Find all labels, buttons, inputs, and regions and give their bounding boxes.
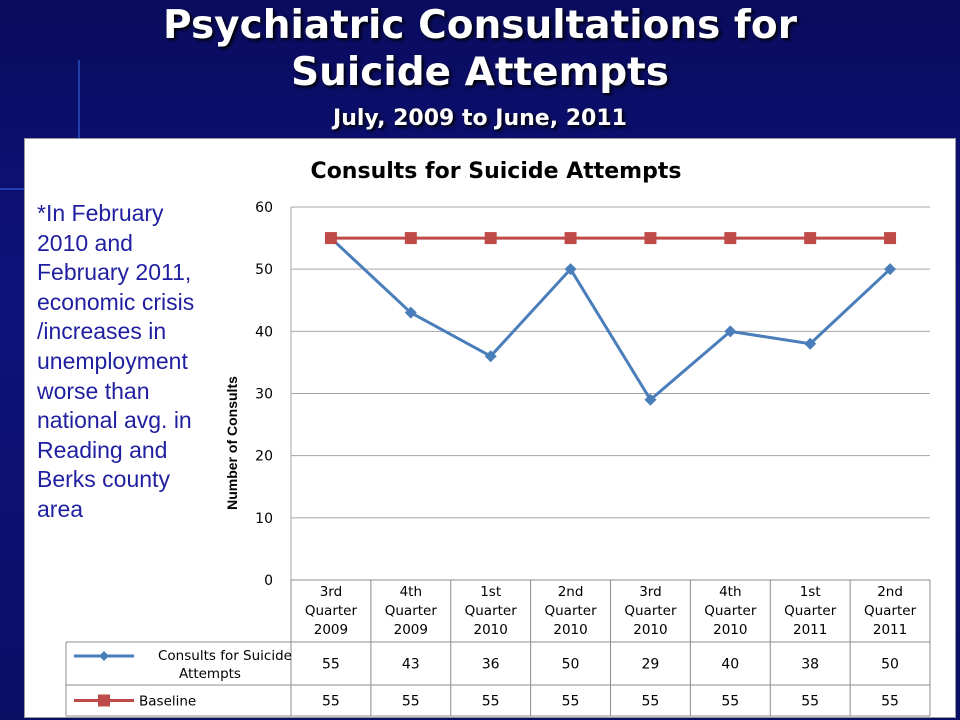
x-category-label: 3rd: [320, 584, 342, 600]
data-point-square: [324, 232, 337, 245]
grid-layer: 0 10 20 30 40 50 60: [255, 200, 930, 589]
chart-title: Consults for Suicide Attempts: [311, 159, 682, 184]
chart-panel: *In February 2010 and February 2011, eco…: [24, 138, 956, 718]
y-axis-title: Number of Consults: [224, 376, 240, 510]
table-cell-value: 55: [322, 657, 340, 673]
data-point-diamond: [484, 350, 497, 363]
x-category-label: 4th: [400, 584, 422, 600]
y-tick-label: 60: [255, 200, 273, 216]
x-category-label: Quarter: [624, 603, 677, 619]
data-point-diamond: [564, 263, 577, 276]
note-line: February 2011,: [37, 259, 192, 286]
x-category-label: 4th: [719, 584, 741, 600]
table-cell-value: 38: [801, 657, 819, 673]
table-cell-value: 43: [402, 657, 420, 673]
data-point-diamond: [884, 263, 897, 276]
table-cell-value: 55: [322, 694, 340, 710]
table-cell-value: 29: [642, 657, 660, 673]
table-cell-value: 55: [562, 694, 580, 710]
x-category-label: Quarter: [305, 603, 358, 619]
y-tick-label: 20: [255, 449, 273, 465]
y-tick-label: 0: [264, 573, 273, 589]
x-category-label: Quarter: [544, 603, 597, 619]
data-point-square: [484, 232, 497, 245]
table-cell-value: 50: [881, 657, 899, 673]
x-category-label: 2011: [873, 622, 907, 638]
table-cell-value: 36: [482, 657, 500, 673]
x-category-label: 1st: [800, 584, 821, 600]
x-category-label: Quarter: [784, 603, 837, 619]
x-category-label: 2009: [314, 622, 348, 638]
x-category-label: 2011: [793, 622, 827, 638]
note-line: unemployment: [37, 347, 188, 374]
decorative-line-horizontal: [0, 188, 30, 190]
table-cell-value: 55: [801, 694, 819, 710]
data-point-square: [564, 232, 577, 245]
slide-title: Psychiatric Consultations for Suicide At…: [0, 2, 960, 96]
x-category-label: 2010: [474, 622, 508, 638]
data-point-diamond: [644, 393, 657, 406]
slide-title-line-1: Psychiatric Consultations for: [163, 3, 797, 48]
data-point-square: [644, 232, 657, 245]
data-point-square: [724, 232, 737, 245]
x-category-label: 2nd: [558, 584, 584, 600]
series-layer: [324, 232, 897, 406]
y-tick-label: 40: [255, 324, 273, 340]
legend-label: Consults for Suicide: [158, 648, 292, 664]
economic-note: *In February 2010 and February 2011, eco…: [37, 199, 227, 525]
table-cell-value: 55: [721, 694, 739, 710]
data-point-square: [804, 232, 817, 245]
table-cell-value: 55: [642, 694, 660, 710]
table-cell-value: 55: [482, 694, 500, 710]
x-category-label: 2009: [394, 622, 428, 638]
data-point-diamond: [804, 337, 817, 350]
slide-title-line-2: Suicide Attempts: [291, 50, 669, 95]
table-cell-value: 55: [881, 694, 899, 710]
x-category-label: Quarter: [704, 603, 757, 619]
note-line: 2010 and: [37, 229, 133, 256]
x-category-label: Quarter: [465, 603, 518, 619]
x-category-label: 2010: [633, 622, 667, 638]
x-category-label: 2010: [713, 622, 747, 638]
note-line: economic crisis: [37, 288, 195, 315]
data-point-square: [404, 232, 417, 245]
note-line: *In February: [37, 200, 164, 226]
data-point-square: [884, 232, 897, 245]
x-category-label: 3rd: [639, 584, 661, 600]
x-category-label: 2nd: [877, 584, 903, 600]
note-line: Reading and: [37, 436, 168, 463]
decorative-line-vertical: [78, 60, 80, 140]
x-category-label: 1st: [480, 584, 501, 600]
y-tick-label: 30: [255, 387, 273, 403]
note-line: national avg. in: [37, 407, 192, 434]
legend-label: Attempts: [179, 666, 241, 682]
data-table: 3rd Quarter 2009 4th Quarter 2009 1st Quarter 20…: [65, 579, 931, 717]
note-line: Berks county: [37, 466, 170, 493]
legend-key-square: [98, 694, 110, 707]
x-category-label: 2010: [553, 622, 587, 638]
note-line: area: [37, 495, 84, 522]
data-point-diamond: [724, 325, 737, 338]
table-cell-value: 55: [402, 694, 420, 710]
legend-label: Baseline: [139, 694, 196, 710]
slide-subtitle: July, 2009 to June, 2011: [333, 106, 627, 131]
data-point-diamond: [404, 306, 417, 319]
x-category-label: Quarter: [385, 603, 438, 619]
y-tick-label: 10: [255, 511, 273, 527]
note-line: worse than: [37, 377, 150, 404]
series-line: [329, 236, 892, 402]
y-tick-label: 50: [255, 262, 273, 278]
note-line: /increases in: [37, 318, 167, 345]
table-cell-value: 50: [562, 657, 580, 673]
line-chart: Consults for Suicide Attempts Number of …: [65, 159, 931, 717]
legend-key-diamond: [99, 651, 109, 661]
x-category-label: Quarter: [864, 603, 917, 619]
table-cell-value: 40: [721, 657, 739, 673]
